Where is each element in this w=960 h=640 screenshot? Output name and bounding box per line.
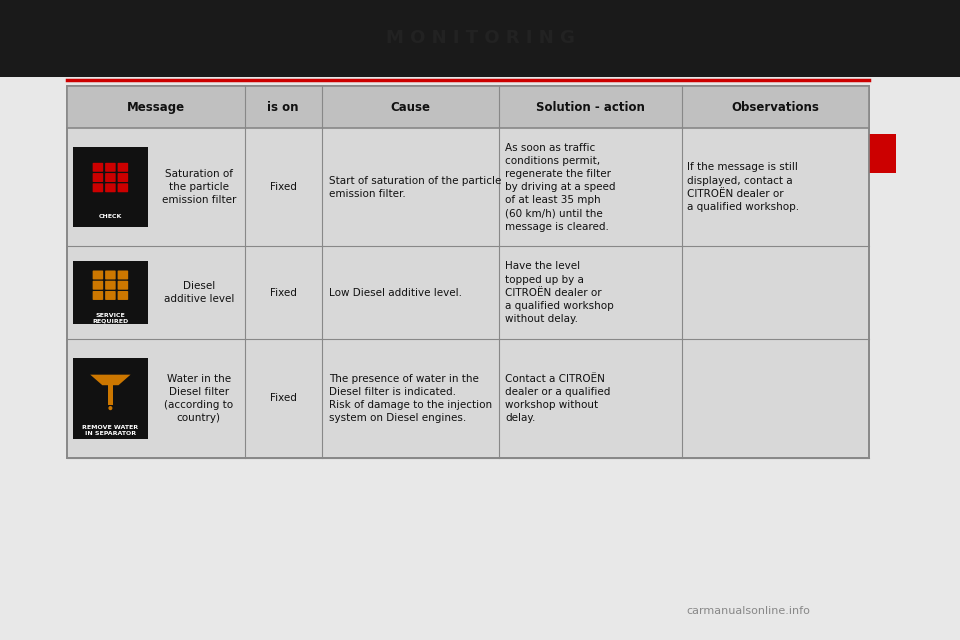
Text: M O N I T O R I N G: M O N I T O R I N G	[386, 29, 574, 47]
Text: Start of saturation of the particle
emission filter.: Start of saturation of the particle emis…	[329, 175, 502, 199]
Text: Contact a CITROËN
dealer or a qualified
workshop without
delay.: Contact a CITROËN dealer or a qualified …	[505, 374, 611, 423]
FancyBboxPatch shape	[118, 271, 129, 280]
Bar	[869, 134, 896, 173]
Text: Water in the
Diesel filter
(according to
country): Water in the Diesel filter (according to…	[164, 374, 233, 423]
Ellipse shape	[108, 406, 112, 410]
Text: REMOVE WATER: REMOVE WATER	[83, 425, 138, 430]
Text: Message: Message	[127, 100, 185, 114]
Text: IN SEPARATOR: IN SEPARATOR	[84, 431, 136, 436]
Bar	[108, 385, 113, 404]
FancyBboxPatch shape	[106, 281, 116, 290]
FancyBboxPatch shape	[118, 173, 129, 182]
FancyBboxPatch shape	[93, 271, 104, 280]
Text: CHECK: CHECK	[99, 214, 122, 219]
FancyBboxPatch shape	[106, 183, 116, 192]
Text: REQUIRED: REQUIRED	[92, 319, 129, 324]
Text: is on: is on	[268, 100, 299, 114]
FancyBboxPatch shape	[93, 163, 104, 172]
Text: The presence of water in the
Diesel filter is indicated.
Risk of damage to the i: The presence of water in the Diesel filt…	[329, 374, 492, 423]
FancyBboxPatch shape	[118, 281, 129, 290]
Text: Fixed: Fixed	[270, 182, 297, 192]
Bar	[0, 0, 960, 77]
FancyBboxPatch shape	[93, 281, 104, 290]
FancyBboxPatch shape	[118, 291, 129, 300]
FancyBboxPatch shape	[93, 183, 104, 192]
Text: If the message is still
displayed, contact a
CITROËN dealer or
a qualified works: If the message is still displayed, conta…	[687, 163, 800, 212]
FancyBboxPatch shape	[118, 183, 129, 192]
Bar	[73, 147, 148, 227]
Polygon shape	[90, 374, 131, 385]
Text: Cause: Cause	[391, 100, 430, 114]
Text: Fixed: Fixed	[270, 394, 297, 403]
Text: As soon as traffic
conditions permit,
regenerate the filter
by driving at a spee: As soon as traffic conditions permit, re…	[505, 143, 615, 232]
FancyBboxPatch shape	[106, 291, 116, 300]
Text: Low Diesel additive level.: Low Diesel additive level.	[329, 288, 463, 298]
Text: carmanualsonline.info: carmanualsonline.info	[686, 606, 811, 616]
Text: Solution - action: Solution - action	[536, 100, 645, 114]
FancyBboxPatch shape	[106, 271, 116, 280]
Text: Fixed: Fixed	[270, 288, 297, 298]
FancyBboxPatch shape	[93, 291, 104, 300]
Bar	[67, 86, 869, 458]
Text: Saturation of
the particle
emission filter: Saturation of the particle emission filt…	[161, 169, 236, 205]
FancyBboxPatch shape	[118, 163, 129, 172]
Text: Observations: Observations	[732, 100, 819, 114]
Text: Diesel
additive level: Diesel additive level	[163, 281, 234, 305]
Bar	[73, 358, 148, 438]
Bar	[73, 261, 148, 324]
Text: Have the level
topped up by a
CITROËN dealer or
a qualified workshop
without del: Have the level topped up by a CITROËN de…	[505, 261, 613, 324]
FancyBboxPatch shape	[93, 173, 104, 182]
Text: SERVICE: SERVICE	[96, 313, 125, 318]
FancyBboxPatch shape	[106, 163, 116, 172]
FancyBboxPatch shape	[106, 173, 116, 182]
Bar	[67, 86, 869, 128]
